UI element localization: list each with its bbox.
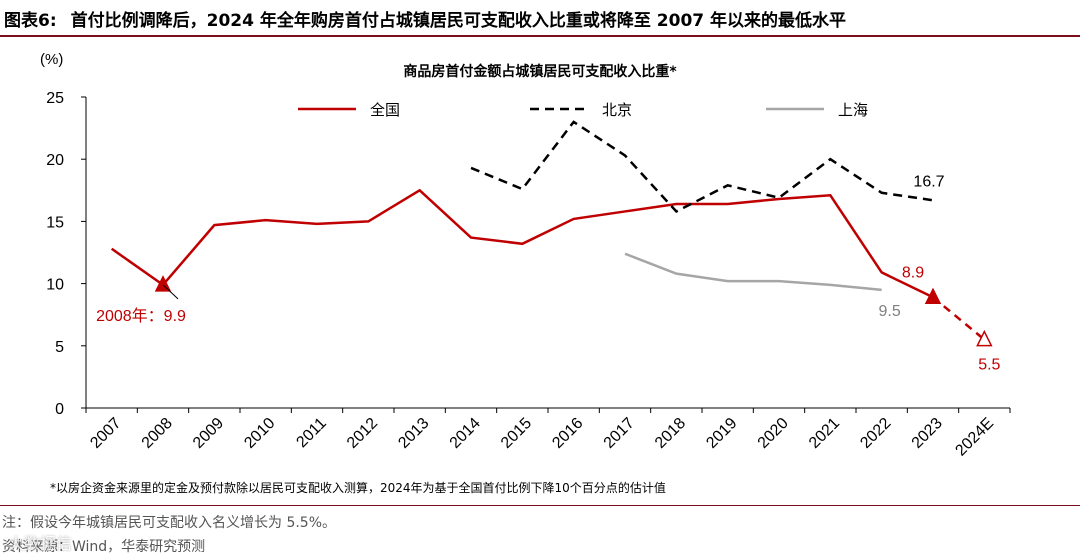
figure-label: 图表6:	[4, 11, 57, 31]
y-axis-label: (%)	[40, 51, 63, 68]
x-tick-label: 2013	[395, 415, 432, 452]
x-tick-label: 2012	[344, 415, 381, 452]
x-tick-label: 2017	[601, 415, 638, 452]
marker-2023	[924, 287, 942, 305]
y-tick-label: 5	[55, 339, 64, 356]
marker-2008	[154, 275, 172, 292]
series-group	[110, 120, 993, 347]
x-tick-label: 2015	[498, 415, 535, 452]
legend: 全国 北京 上海	[298, 101, 868, 119]
legend-label-shanghai: 上海	[838, 101, 868, 119]
leader-line-2008	[162, 284, 179, 300]
marker-2024e	[976, 329, 993, 347]
line-chart: 商品房首付金额占城镇居民可支配收入比重* (%) 0 5 10 15 20 25 2007 2…	[40, 51, 1011, 460]
annotations: 2008年：9.9 8.9 5.5 16.7 9.5	[96, 173, 1000, 373]
y-tick-label: 0	[55, 401, 64, 418]
x-tick-label: 2011	[293, 415, 329, 451]
x-tick-label: 2007	[87, 415, 124, 452]
series-line-shanghai	[624, 252, 882, 292]
watermark: 大数据信	[8, 534, 73, 553]
x-tick-label: 2009	[190, 415, 227, 452]
y-tick-label: 15	[46, 214, 64, 231]
y-tick-label: 25	[46, 90, 64, 107]
x-tick-label: 2023	[909, 415, 946, 452]
axes: 0 5 10 15 20 25 2007 2008 2009 2010 2011 2012 2013 20…	[46, 90, 1011, 460]
figure-title: 图表6: 首付比例调降后，2024 年全年购房首付占城镇居民可支配收入比重或将降至…	[4, 6, 846, 31]
footer-divider	[0, 505, 1080, 506]
x-tick-label: 2020	[755, 415, 792, 452]
title-divider	[0, 35, 1080, 37]
data-label: 8.9	[902, 264, 924, 281]
data-label: 9.5	[879, 303, 901, 320]
x-tick-label: 2008	[139, 415, 176, 452]
x-tick-label: 2022	[857, 415, 894, 452]
source-text: 资料来源：Wind，华泰研究预测	[2, 539, 206, 555]
note-text: 注：假设今年城镇居民可支配收入名义增长为 5.5%。	[2, 515, 337, 531]
data-label: 16.7	[913, 173, 944, 190]
x-tick-label: 2024E	[952, 415, 997, 460]
figure-title-text: 首付比例调降后，2024 年全年购房首付占城镇居民可支配收入比重或将降至 200…	[70, 11, 847, 31]
data-label: 2008年：9.9	[96, 307, 186, 325]
x-tick-label: 2019	[703, 415, 740, 452]
chart-title: 商品房首付金额占城镇居民可支配收入比重*	[403, 63, 677, 80]
x-tick-label: 2021	[806, 415, 843, 452]
x-tick-label: 2010	[241, 415, 278, 452]
series-line-national-forecast	[932, 296, 986, 341]
x-tick-label: 2014	[447, 415, 484, 452]
data-label: 5.5	[978, 357, 1000, 374]
series-line-national	[110, 188, 934, 299]
series-line-beijing	[470, 120, 934, 213]
chart-footnote: *以房企资金来源里的定金及预付款除以居民可支配收入测算，2024年为基于全国首付…	[50, 481, 666, 495]
x-tick-label: 2016	[549, 415, 586, 452]
legend-label-national: 全国	[370, 101, 400, 119]
y-tick-label: 10	[46, 277, 64, 294]
legend-label-beijing: 北京	[602, 101, 632, 119]
x-tick-label: 2018	[652, 415, 689, 452]
y-tick-label: 20	[46, 152, 64, 169]
